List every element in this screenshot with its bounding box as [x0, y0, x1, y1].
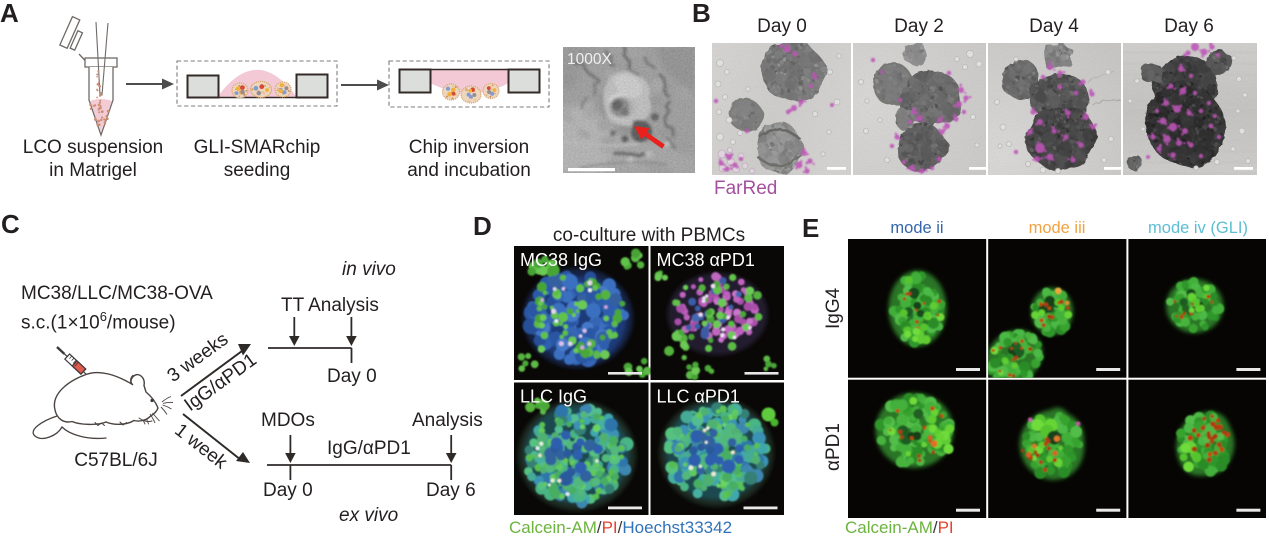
svg-text:MC38 IgG: MC38 IgG — [520, 250, 602, 270]
svg-text:LLC IgG: LLC IgG — [520, 386, 587, 406]
svg-text:LLC αPD1: LLC αPD1 — [656, 386, 739, 406]
svg-text:1000X: 1000X — [567, 51, 612, 68]
svg-text:MC38 αPD1: MC38 αPD1 — [656, 250, 754, 270]
